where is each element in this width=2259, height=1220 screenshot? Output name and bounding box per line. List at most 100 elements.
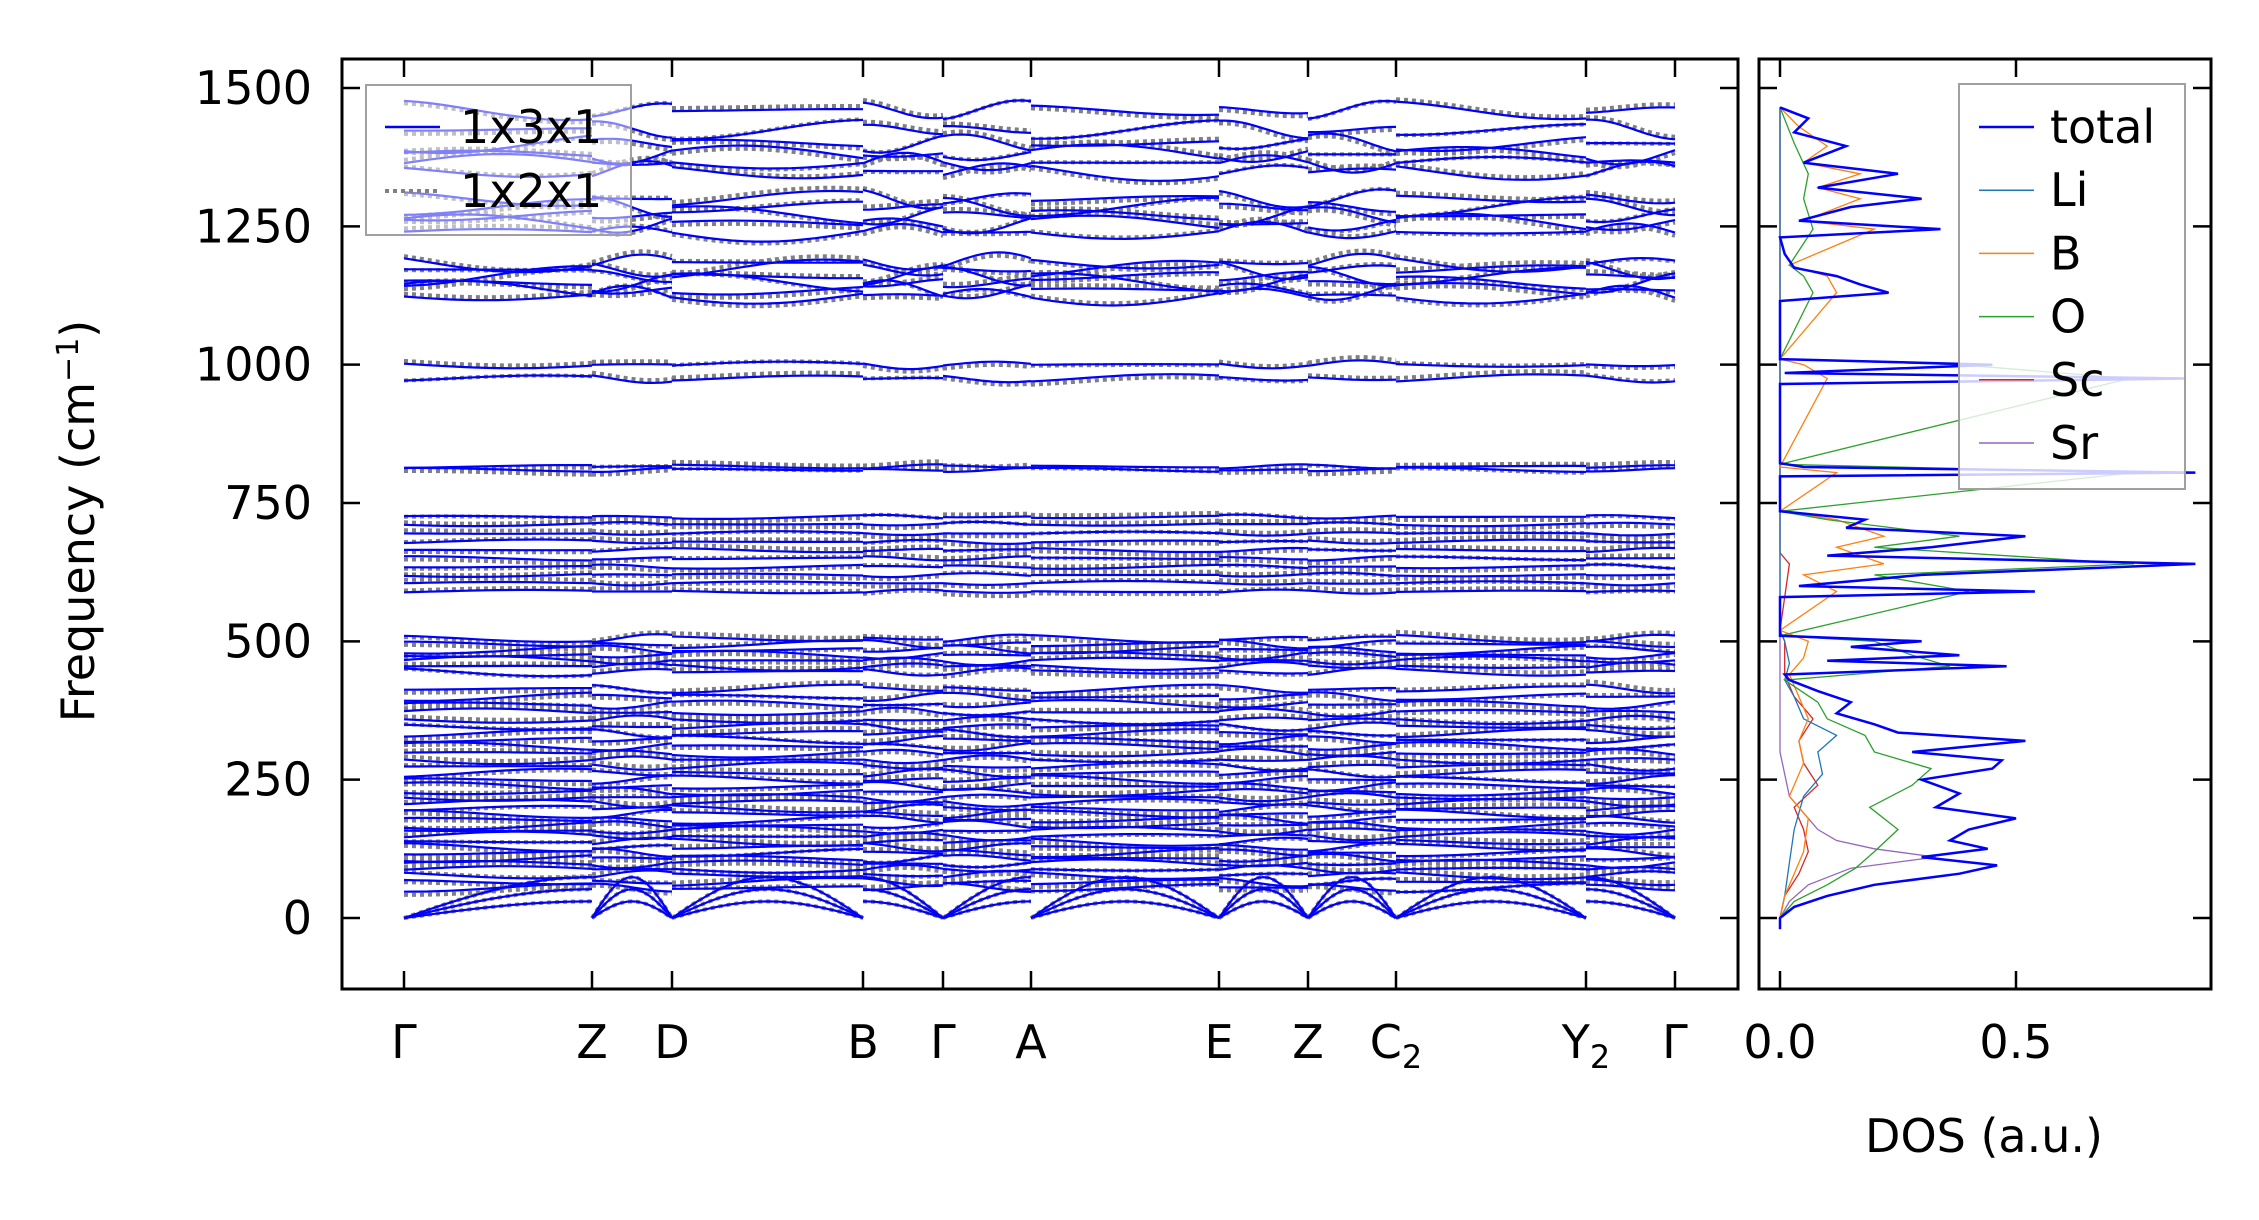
band-line-1x3x1 (403, 854, 593, 864)
band-line-1x2x1 (942, 560, 1032, 567)
band-line-1x3x1 (1218, 747, 1309, 757)
band-line-1x3x1 (1218, 582, 1309, 586)
band-line-1x3x1 (942, 266, 1032, 273)
band-line-1x3x1 (1030, 741, 1220, 751)
band-line-1x3x1 (403, 741, 593, 751)
band-line-1x2x1 (671, 575, 864, 581)
dos-curve-sr (1779, 107, 1936, 930)
band-line-1x2x1 (942, 650, 1032, 656)
band-line-1x3x1 (1307, 635, 1397, 642)
band-line-1x3x1 (1218, 823, 1308, 827)
dos-legend-label-li: Li (2050, 163, 2088, 217)
band-line-1x2x1 (1219, 558, 1308, 565)
band-line-1x3x1 (862, 206, 944, 226)
band-line-1x2x1 (591, 630, 673, 643)
x-tick-label: A (1015, 1015, 1047, 1069)
band-line-1x2x1 (1307, 355, 1397, 365)
band-line-1x3x1 (942, 658, 1032, 667)
band-line-1x3x1 (942, 641, 1032, 647)
band-line-1x2x1 (671, 230, 864, 246)
band-line-1x3x1 (1585, 651, 1676, 660)
band-line-1x3x1 (1030, 805, 1220, 812)
band-line-1x3x1 (1395, 751, 1587, 756)
band-line-1x2x1 (1218, 528, 1309, 535)
band-line-1x2x1 (942, 850, 1032, 860)
band-line-1x3x1 (943, 515, 1031, 519)
band-line-1x3x1 (942, 876, 1032, 919)
band-line-1x3x1 (1585, 563, 1676, 570)
band-line-1x2x1 (1307, 854, 1397, 867)
band-line-1x3x1 (1395, 155, 1587, 165)
band-line-1x3x1 (1218, 150, 1309, 164)
band-line-1x3x1 (671, 589, 864, 595)
band-line-1x2x1 (1307, 693, 1397, 707)
band-line-1x3x1 (1585, 683, 1676, 695)
band-line-1x2x1 (591, 821, 673, 832)
band-line-1x3x1 (1030, 363, 1220, 366)
band-line-1x3x1 (1585, 669, 1676, 674)
band-line-1x3x1 (403, 572, 593, 578)
band-line-1x3x1 (1307, 827, 1397, 833)
band-line-1x3x1 (1395, 165, 1587, 181)
dos-curves (1778, 106, 2196, 930)
band-line-1x3x1 (404, 640, 592, 648)
y-tick-label: 1250 (195, 199, 312, 253)
band-line-1x3x1 (863, 850, 944, 855)
y-tick-label: 500 (224, 614, 312, 668)
band-line-1x3x1 (1585, 272, 1676, 294)
band-line-1x2x1 (862, 364, 944, 374)
band-line-1x2x1 (1585, 161, 1676, 168)
band-line-1x3x1 (403, 809, 593, 820)
band-line-1x2x1 (1307, 157, 1397, 172)
band-line-1x3x1 (403, 279, 593, 286)
band-line-1x2x1 (1308, 885, 1397, 896)
band-line-1x3x1 (1585, 589, 1676, 594)
band-line-1x3x1 (942, 686, 1031, 692)
band-line-1x3x1 (862, 758, 944, 765)
band-line-1x3x1 (1307, 804, 1397, 814)
band-line-1x3x1 (403, 830, 593, 839)
band-line-1x3x1 (403, 580, 593, 585)
band-line-1x3x1 (942, 701, 1032, 709)
band-line-1x3x1 (1030, 164, 1220, 183)
band-line-1x3x1 (1030, 196, 1220, 218)
band-line-1x3x1 (671, 360, 864, 367)
band-line-1x3x1 (1218, 137, 1309, 151)
band-line-1x3x1 (403, 691, 593, 703)
band-line-1x3x1 (1218, 716, 1309, 722)
band-line-1x3x1 (1307, 280, 1397, 286)
band-line-1x3x1 (1395, 796, 1587, 801)
band-line-1x3x1 (1030, 868, 1220, 872)
band-line-1x3x1 (1307, 264, 1397, 274)
band-line-1x2x1 (942, 376, 1032, 387)
band-line-1x3x1 (1030, 579, 1220, 585)
band-line-1x3x1 (862, 522, 944, 527)
band-line-1x3x1 (403, 871, 593, 880)
band-line-1x3x1 (591, 363, 673, 366)
band-line-1x3x1 (1395, 230, 1587, 235)
band-line-1x3x1 (1030, 230, 1220, 241)
band-line-1x2x1 (1307, 527, 1397, 533)
band-line-1x2x1 (592, 642, 672, 649)
band-line-1x3x1 (1218, 701, 1309, 709)
band-line-1x2x1 (1219, 777, 1309, 789)
band-line-1x3x1 (1218, 573, 1309, 578)
band-line-1x3x1 (1218, 651, 1309, 661)
band-line-1x3x1 (1307, 218, 1397, 232)
band-line-1x2x1 (1218, 204, 1309, 216)
band-line-1x3x1 (1030, 663, 1220, 672)
band-line-1x3x1 (1218, 782, 1309, 791)
dos-legend-label-sc: Sc (2050, 353, 2105, 407)
band-line-1x2x1 (1585, 798, 1676, 805)
band-line-1x3x1 (1030, 214, 1220, 229)
band-line-1x2x1 (942, 253, 1032, 272)
band-line-1x3x1 (1218, 540, 1309, 544)
band-line-1x3x1 (591, 763, 673, 771)
band-line-1x3x1 (1395, 727, 1587, 739)
band-line-1x3x1 (1218, 532, 1309, 537)
band-line-1x3x1 (943, 548, 1031, 552)
band-line-1x3x1 (942, 572, 1032, 577)
band-line-1x3x1 (1585, 771, 1675, 775)
band-line-1x3x1 (1585, 219, 1676, 232)
